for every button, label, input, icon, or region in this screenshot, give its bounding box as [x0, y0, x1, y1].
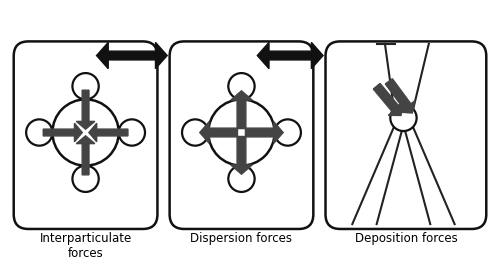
Circle shape [228, 166, 254, 192]
Polygon shape [76, 90, 95, 129]
Polygon shape [200, 122, 237, 143]
FancyBboxPatch shape [14, 41, 158, 229]
FancyBboxPatch shape [170, 41, 314, 229]
Polygon shape [96, 42, 167, 69]
Circle shape [228, 73, 254, 99]
Polygon shape [231, 91, 252, 128]
Circle shape [52, 99, 118, 166]
Circle shape [26, 119, 52, 146]
Circle shape [274, 119, 301, 146]
Circle shape [72, 73, 99, 99]
Circle shape [118, 119, 145, 146]
Polygon shape [258, 42, 323, 69]
Polygon shape [386, 79, 415, 113]
FancyBboxPatch shape [326, 41, 486, 229]
Polygon shape [374, 84, 403, 115]
Polygon shape [89, 123, 128, 142]
Circle shape [390, 105, 416, 131]
Text: Interparticulate
forces: Interparticulate forces [40, 232, 132, 260]
Circle shape [72, 166, 99, 192]
Text: Deposition forces: Deposition forces [354, 232, 458, 245]
Circle shape [208, 99, 274, 166]
Polygon shape [246, 122, 283, 143]
Polygon shape [43, 123, 82, 142]
Polygon shape [76, 136, 95, 175]
Circle shape [182, 119, 208, 146]
Text: Dispersion forces: Dispersion forces [190, 232, 292, 245]
Polygon shape [231, 136, 252, 174]
